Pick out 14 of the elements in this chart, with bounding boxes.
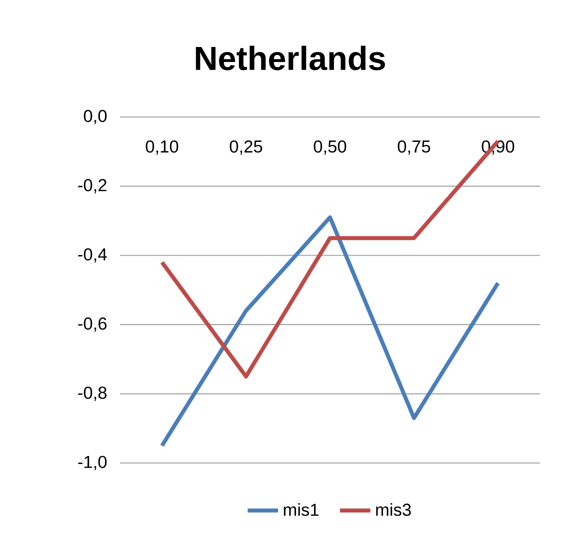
chart-title: Netherlands xyxy=(196,46,385,70)
y-tick-label: -0,4 xyxy=(78,248,107,263)
y-tick-label: -1,0 xyxy=(78,456,107,470)
y-tick-label: -0,6 xyxy=(78,317,107,332)
line-series xyxy=(160,215,500,448)
y-tick-label: -0,2 xyxy=(78,179,106,194)
y-tick-label: 0,0 xyxy=(84,110,107,124)
x-tick-label: 0,50 xyxy=(314,140,346,155)
y-tick-label: -0,8 xyxy=(78,386,107,401)
x-tick-label: 0,75 xyxy=(398,140,430,155)
x-tick-label: 0,10 xyxy=(146,140,178,155)
x-tick-label: 0,25 xyxy=(230,140,262,155)
legend-label: mis1 xyxy=(284,503,318,516)
legend-label: mis3 xyxy=(376,503,411,516)
